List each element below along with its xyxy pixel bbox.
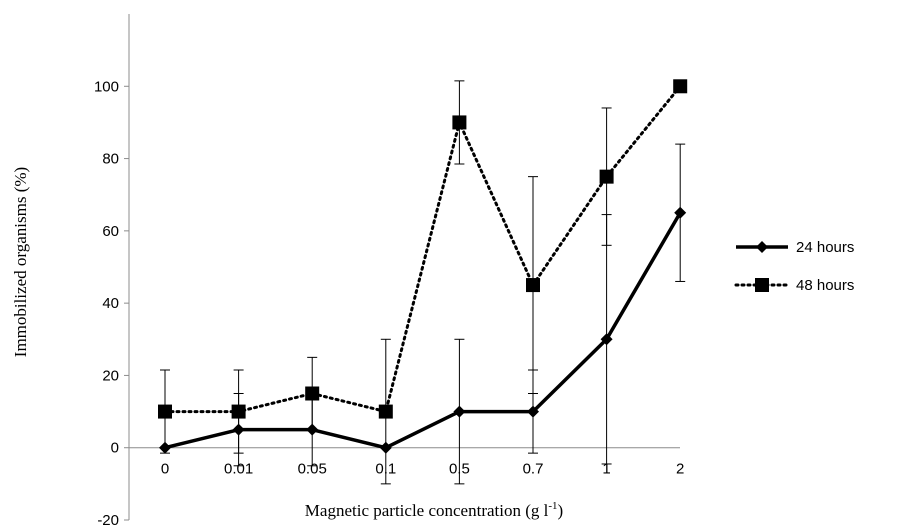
data-point-square [526,278,540,293]
x-axis-title-main: Magnetic particle concentration (g l [305,501,549,520]
y-axis-title: Immobilized organisms (%) [11,167,30,357]
data-point-square [599,169,614,184]
x-tick-label: 0.01 [224,461,253,478]
data-point-square [673,79,688,94]
data-point-diamond [453,405,466,418]
data-point-diamond [379,441,392,454]
x-axis-title-close: ) [558,501,564,520]
data-point-diamond [159,441,171,454]
x-tick-label: 0.05 [298,461,327,478]
data-point-diamond [306,423,319,436]
x-tick-label: 0.7 [523,461,544,478]
tick-labels: -20 0 20 40 60 80 100 0 0.01 0.05 0.1 0.5 0.7 1 2 [94,78,684,529]
series-24-hours [159,143,687,485]
legend-marker-square [755,278,769,292]
x-axis-title: Magnetic particle concentration (g l-1) [305,500,563,520]
legend-item-48-hours: 48 hours [734,277,854,294]
y-tick-label: 100 [94,78,119,95]
x-axis-title-superscript: -1 [548,500,557,512]
x-tick-label: 0.1 [375,461,396,478]
y-tick-label: 60 [102,223,119,240]
y-tick-label: 80 [102,151,119,168]
data-point-diamond [674,206,687,219]
y-tick-label: 40 [102,295,119,312]
y-axis [124,14,130,521]
x-tick-label: 0.5 [449,461,470,478]
legend-marker-diamond [756,241,768,253]
legend-item-24-hours: 24 hours [736,239,854,256]
series-line [164,211,682,450]
legend: 24 hours 48 hours [734,239,854,294]
data-point-square [378,404,393,419]
series-line [163,84,682,414]
data-point-square [452,115,467,130]
data-point-square [158,404,172,419]
x-tick-label: 0 [161,461,169,478]
legend-label: 24 hours [796,239,854,256]
series-48-hours [158,79,688,485]
x-tick-label: 2 [676,461,684,478]
x-tick-label: 1 [602,461,610,478]
data-point-diamond [232,423,245,436]
data-point-diamond [600,333,613,346]
data-point-diamond [527,405,539,418]
series-layer [158,79,688,485]
y-tick-label: 20 [102,367,119,384]
y-tick-label: -20 [97,512,119,529]
y-tick-label: 0 [111,440,119,457]
legend-label: 48 hours [796,277,854,294]
